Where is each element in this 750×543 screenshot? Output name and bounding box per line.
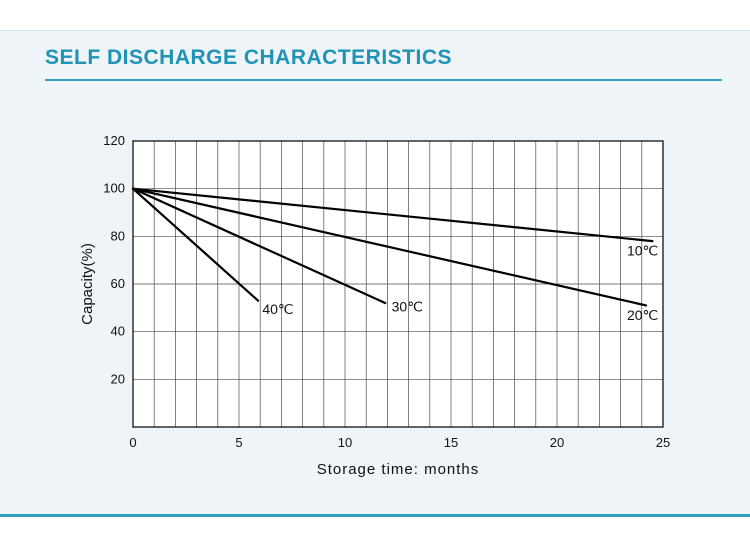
series-label: 10℃ (627, 242, 658, 258)
series-line (131, 187, 648, 307)
series-line (131, 187, 260, 302)
x-tick-label: 15 (444, 435, 458, 450)
series-label: 40℃ (262, 301, 293, 317)
x-tick-label: 10 (338, 435, 352, 450)
title-underline (45, 79, 722, 81)
x-tick-label: 20 (550, 435, 564, 450)
plot-border (132, 140, 664, 428)
x-axis-title: Storage time: months (317, 461, 480, 478)
y-axis-title: Capacity(%) (79, 243, 96, 325)
y-tick-label: 60 (111, 276, 125, 291)
series-label: 20℃ (627, 307, 658, 323)
x-tick-label: 25 (656, 435, 670, 450)
y-tick-label: 80 (111, 228, 125, 243)
page-title: SELF DISCHARGE CHARACTERISTICS (45, 46, 453, 69)
y-tick-label: 100 (103, 181, 125, 196)
series-line (131, 187, 387, 305)
series-line (131, 187, 654, 243)
y-tick-label: 40 (111, 324, 125, 339)
series-label: 30℃ (392, 298, 423, 314)
x-tick-label: 5 (235, 435, 242, 450)
y-tick-label: 20 (111, 371, 125, 386)
y-tick-label: 120 (103, 133, 125, 148)
x-tick-label: 0 (129, 435, 136, 450)
